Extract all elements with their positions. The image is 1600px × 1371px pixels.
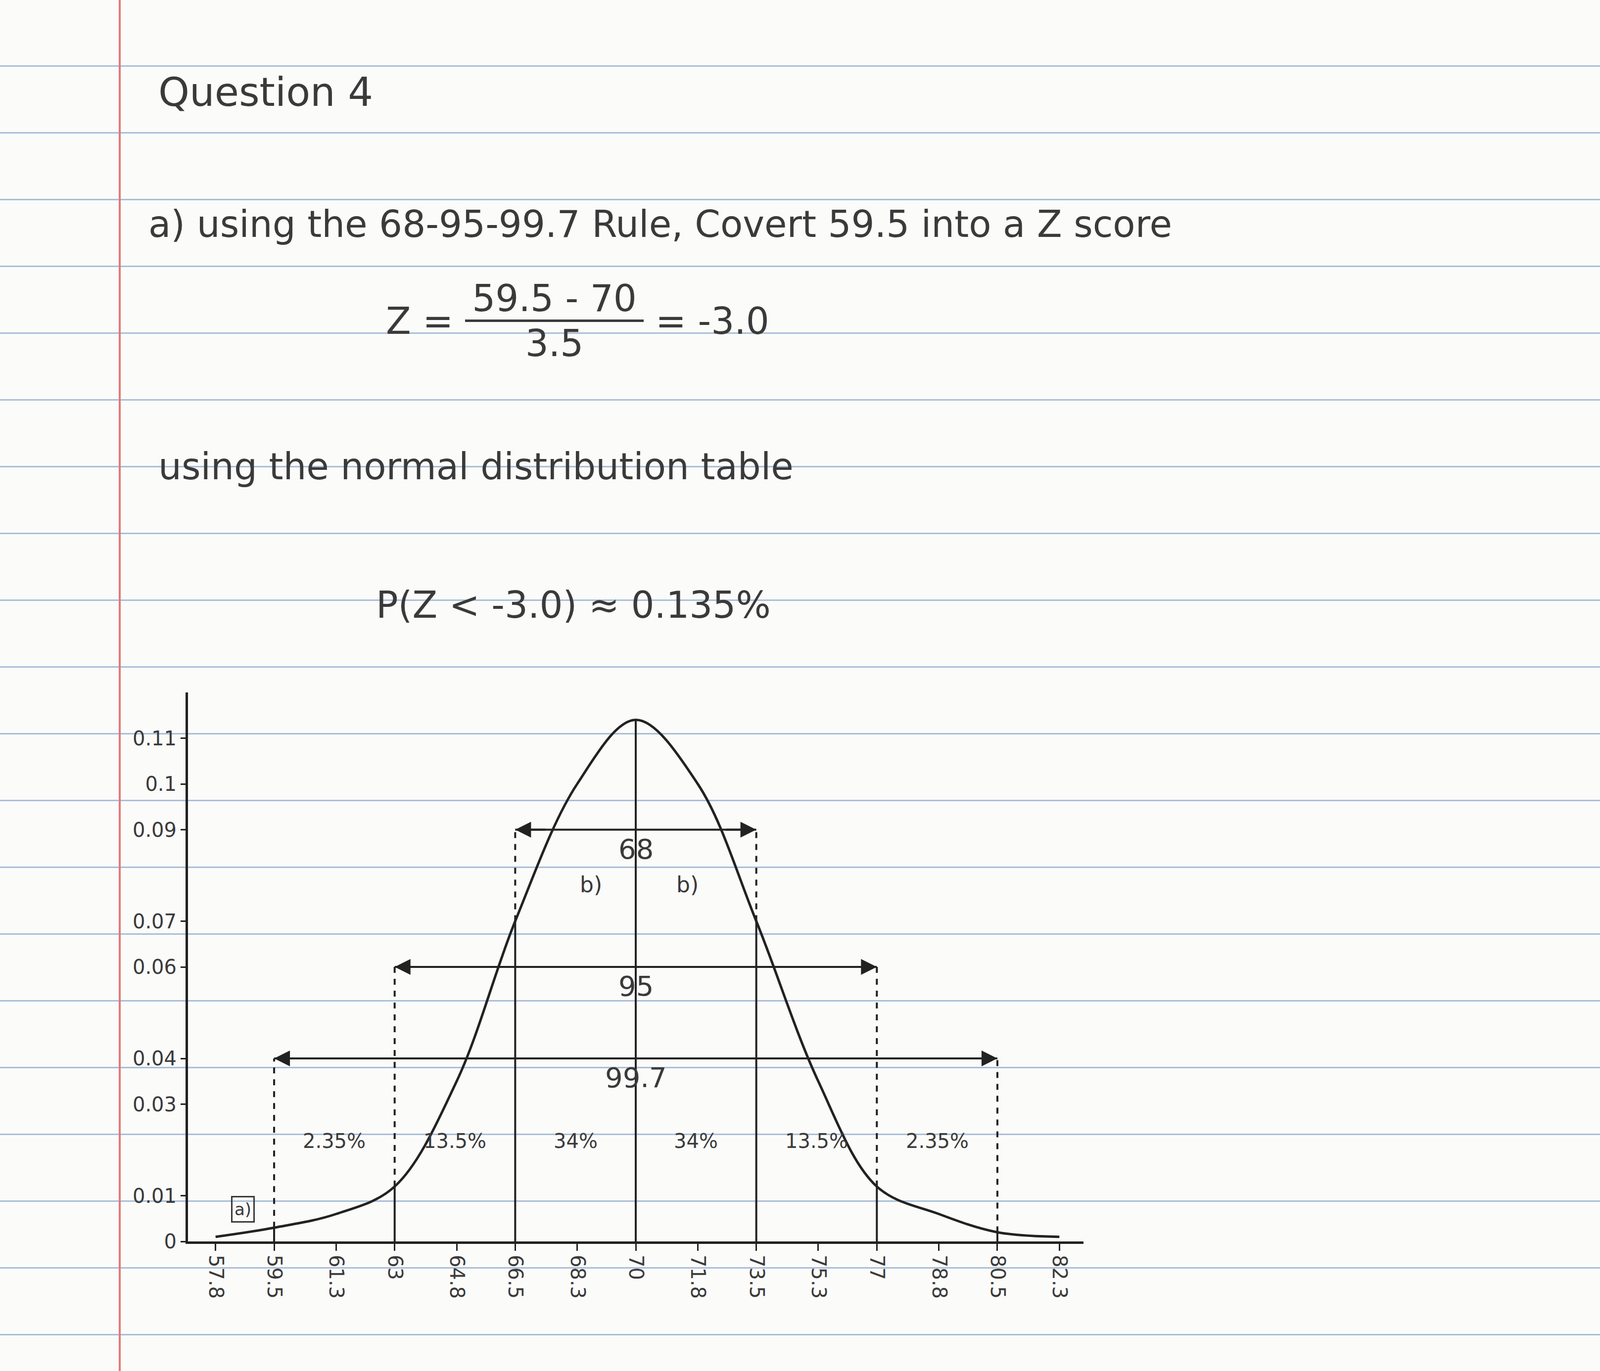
svg-text:2.35%: 2.35% (302, 1129, 366, 1153)
svg-text:80.5: 80.5 (986, 1255, 1010, 1300)
svg-text:68.3: 68.3 (566, 1255, 590, 1300)
svg-text:34%: 34% (553, 1129, 598, 1153)
html-text:3.5: 3.5 (525, 322, 584, 365)
html-text:= -3.0: = -3.0 (655, 299, 770, 343)
svg-text:95: 95 (618, 970, 654, 1003)
html-text:a) using the 68-95-99.7 Rule,: a) using the 68-95-99.7 Rule, Covert 59.… (148, 202, 1173, 246)
svg-text:34%: 34% (673, 1129, 718, 1153)
svg-text:0.01: 0.01 (132, 1184, 177, 1208)
svg-text:0.1: 0.1 (144, 772, 177, 796)
svg-text:99.7: 99.7 (605, 1061, 667, 1094)
svg-text:13.5%: 13.5% (423, 1129, 487, 1153)
svg-text:57.8: 57.8 (204, 1255, 228, 1300)
html-text:using the normal distribution: using the normal distribution table (158, 445, 794, 488)
svg-text:0.09: 0.09 (132, 818, 177, 842)
svg-text:63: 63 (383, 1255, 407, 1281)
svg-text:77: 77 (865, 1255, 889, 1281)
svg-text:66.5: 66.5 (504, 1255, 527, 1300)
svg-text:0.03: 0.03 (132, 1093, 177, 1117)
svg-text:75.3: 75.3 (807, 1255, 831, 1300)
svg-text:2.35%: 2.35% (905, 1129, 969, 1153)
svg-text:0.06: 0.06 (132, 955, 177, 979)
svg-text:73.5: 73.5 (745, 1255, 769, 1300)
svg-text:b): b) (579, 872, 603, 898)
svg-text:70: 70 (624, 1255, 648, 1281)
svg-text:78.8: 78.8 (928, 1255, 951, 1300)
html-text:59.5 - 70: 59.5 - 70 (472, 277, 637, 320)
svg-text:13.5%: 13.5% (785, 1129, 848, 1153)
svg-text:0: 0 (164, 1230, 177, 1254)
svg-text:a): a) (234, 1199, 252, 1220)
svg-text:71.8: 71.8 (686, 1255, 710, 1300)
html-text:P(Z < -3.0) ≈ 0.135%: P(Z < -3.0) ≈ 0.135% (376, 583, 771, 627)
html-text:Question 4: Question 4 (158, 69, 374, 116)
svg-text:61.3: 61.3 (325, 1255, 348, 1300)
svg-text:0.07: 0.07 (132, 910, 177, 934)
svg-text:68: 68 (618, 833, 654, 866)
svg-text:0.11: 0.11 (132, 727, 177, 751)
svg-text:64.8: 64.8 (445, 1255, 469, 1300)
svg-text:0.04: 0.04 (132, 1047, 177, 1071)
svg-text:b): b) (676, 872, 699, 898)
svg-text:59.5: 59.5 (263, 1255, 286, 1300)
svg-text:82.3: 82.3 (1048, 1255, 1072, 1300)
html-text:Z =: Z = (385, 299, 454, 343)
